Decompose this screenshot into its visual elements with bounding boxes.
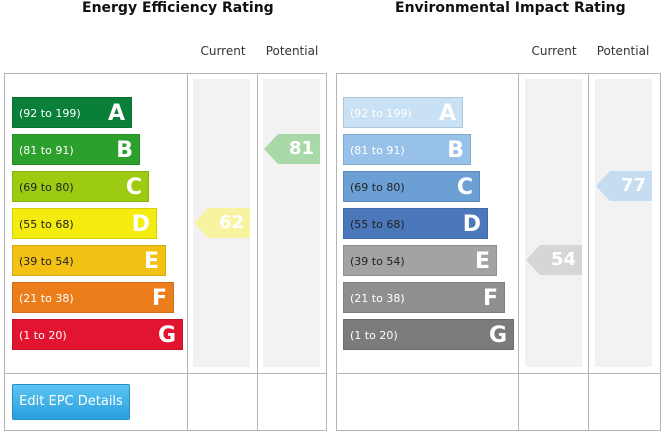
band-range-label: (92 to 199) [19,107,81,120]
band-range-label: (69 to 80) [350,181,405,194]
band-letter: E [474,249,490,274]
energy-band-c: (69 to 80) C [12,171,149,202]
band-range-label: (39 to 54) [19,255,74,268]
band-letter: D [462,212,481,237]
band-range-label: (81 to 91) [350,144,405,157]
band-letter: A [438,101,456,126]
band-letter: G [157,323,176,348]
band-letter: F [151,286,167,311]
impact-band-a: (92 to 199) A [343,97,463,128]
energy-potential-rating-marker: 81 [264,134,320,164]
impact-column-divider [518,73,519,431]
band-letter: D [131,212,150,237]
potential-rating-value: 81 [288,138,314,159]
current-rating-value: 54 [550,249,576,270]
current-rating-value: 62 [218,212,244,233]
energy-column-divider [257,73,258,431]
band-range-label: (55 to 68) [350,218,405,231]
impact-band-f: (21 to 38) F [343,282,505,313]
edit-epc-details-button[interactable]: Edit EPC Details [12,384,130,420]
potential-rating-value: 77 [620,175,646,196]
band-letter: F [482,286,498,311]
band-letter: C [456,175,473,200]
band-range-label: (1 to 20) [350,329,398,342]
band-range-label: (1 to 20) [19,329,67,342]
energy-band-f: (21 to 38) F [12,282,174,313]
energy-band-e: (39 to 54) E [12,245,166,276]
energy-current-header: Current [200,44,246,58]
energy-band-g: (1 to 20) G [12,319,183,350]
band-range-label: (39 to 54) [350,255,405,268]
band-range-label: (21 to 38) [19,292,74,305]
impact-footer-divider [336,373,661,374]
impact-potential-header: Potential [596,44,650,58]
energy-efficiency-title: Energy Efficiency Rating [82,0,274,16]
impact-band-c: (69 to 80) C [343,171,480,202]
impact-band-b: (81 to 91) B [343,134,471,165]
energy-column-divider [187,73,188,431]
band-range-label: (69 to 80) [19,181,74,194]
band-range-label: (21 to 38) [350,292,405,305]
energy-band-b: (81 to 91) B [12,134,140,165]
impact-current-header: Current [531,44,577,58]
energy-band-d: (55 to 68) D [12,208,157,239]
band-letter: E [143,249,159,274]
band-range-label: (55 to 68) [19,218,74,231]
band-letter: G [488,323,507,348]
energy-band-a: (92 to 199) A [12,97,132,128]
impact-band-d: (55 to 68) D [343,208,488,239]
environmental-impact-title: Environmental Impact Rating [395,0,626,16]
impact-potential-rating-marker: 77 [596,171,652,201]
impact-band-g: (1 to 20) G [343,319,514,350]
energy-footer-divider [4,373,327,374]
energy-rating-frame [4,73,327,431]
band-range-label: (81 to 91) [19,144,74,157]
band-letter: B [116,138,133,163]
impact-column-divider [588,73,589,431]
impact-potential-track [595,79,652,367]
energy-potential-header: Potential [265,44,319,58]
impact-current-track [525,79,582,367]
band-letter: B [447,138,464,163]
band-letter: A [107,101,125,126]
impact-band-e: (39 to 54) E [343,245,497,276]
impact-rating-frame [336,73,661,431]
band-letter: C [125,175,142,200]
band-range-label: (92 to 199) [350,107,412,120]
energy-potential-track [263,79,320,367]
